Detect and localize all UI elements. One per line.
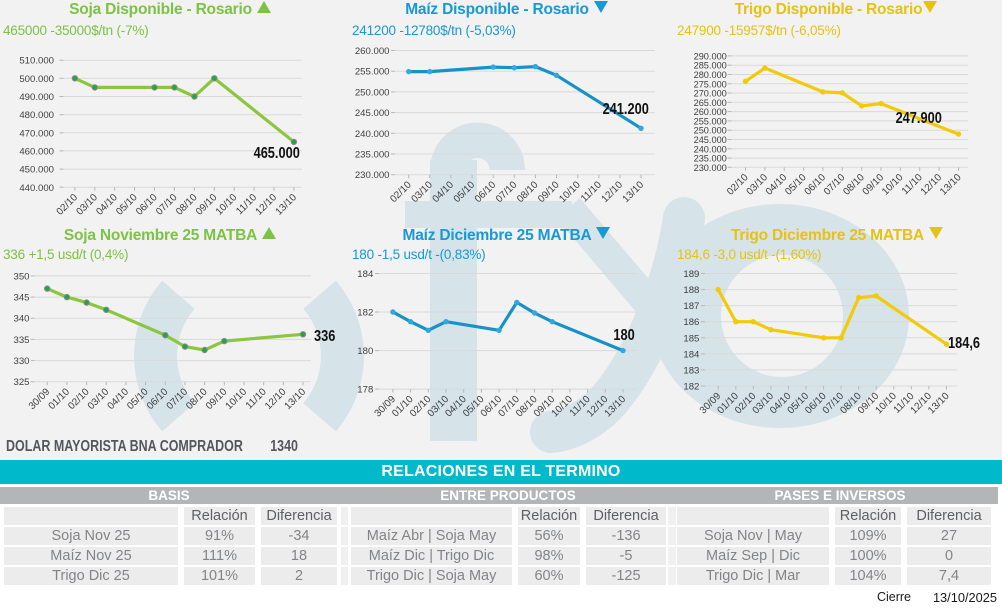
svg-text:08/10: 08/10 — [174, 192, 200, 218]
svg-text:04/10: 04/10 — [106, 386, 132, 412]
svg-text:250.000: 250.000 — [694, 126, 727, 136]
svg-text:09/10: 09/10 — [204, 386, 230, 412]
svg-text:270.000: 270.000 — [694, 89, 727, 99]
svg-text:180: 180 — [357, 346, 373, 357]
svg-text:182: 182 — [357, 308, 373, 319]
svg-text:03/10: 03/10 — [74, 192, 100, 218]
svg-text:10/10: 10/10 — [214, 192, 240, 218]
svg-text:240.000: 240.000 — [694, 144, 727, 154]
svg-text:255.000: 255.000 — [355, 67, 390, 78]
svg-text:490.000: 490.000 — [19, 92, 54, 103]
svg-text:450.000: 450.000 — [19, 165, 54, 176]
svg-text:460.000: 460.000 — [19, 146, 54, 157]
svg-text:510.000: 510.000 — [19, 56, 54, 67]
svg-text:12/10: 12/10 — [254, 192, 280, 218]
svg-text:440.000: 440.000 — [19, 183, 54, 194]
svg-text:02/10: 02/10 — [55, 192, 81, 218]
svg-text:255.000: 255.000 — [694, 116, 727, 126]
svg-text:290.000: 290.000 — [694, 51, 727, 61]
svg-text:13/10: 13/10 — [938, 172, 964, 198]
svg-text:04/10: 04/10 — [94, 192, 120, 218]
svg-text:06/10: 06/10 — [803, 172, 829, 198]
svg-text:10/10: 10/10 — [224, 386, 250, 412]
svg-text:187: 187 — [683, 301, 699, 312]
svg-text:01/10: 01/10 — [47, 386, 73, 412]
svg-text:05/10: 05/10 — [114, 192, 140, 218]
svg-text:09/10: 09/10 — [861, 172, 887, 198]
svg-text:250.000: 250.000 — [355, 87, 390, 98]
svg-text:186: 186 — [683, 317, 699, 328]
svg-text:325: 325 — [13, 377, 29, 388]
svg-text:182: 182 — [683, 382, 699, 393]
svg-text:184: 184 — [683, 349, 700, 360]
svg-text:10/10: 10/10 — [880, 172, 906, 198]
svg-text:185: 185 — [683, 333, 699, 344]
svg-text:260.000: 260.000 — [355, 46, 390, 57]
svg-text:09/10: 09/10 — [194, 192, 220, 218]
svg-text:245.000: 245.000 — [694, 135, 727, 145]
svg-text:03/10: 03/10 — [86, 386, 112, 412]
svg-text:02/10: 02/10 — [725, 172, 751, 198]
svg-text:13/10: 13/10 — [274, 192, 300, 218]
svg-text:235.000: 235.000 — [355, 150, 390, 161]
svg-text:350: 350 — [13, 271, 29, 282]
svg-text:245.000: 245.000 — [355, 108, 390, 119]
svg-text:340: 340 — [13, 314, 29, 325]
svg-text:184: 184 — [357, 269, 374, 280]
svg-text:280.000: 280.000 — [694, 70, 727, 80]
svg-text:470.000: 470.000 — [19, 128, 54, 139]
svg-text:260.000: 260.000 — [694, 107, 727, 117]
svg-text:235.000: 235.000 — [694, 154, 727, 164]
svg-text:13/10: 13/10 — [283, 386, 309, 412]
svg-text:285.000: 285.000 — [694, 61, 727, 71]
svg-text:30/09: 30/09 — [27, 386, 53, 412]
svg-text:230.000: 230.000 — [355, 170, 390, 181]
svg-text:08/10: 08/10 — [184, 386, 210, 412]
svg-text:330: 330 — [13, 356, 29, 367]
svg-text:265.000: 265.000 — [694, 98, 727, 108]
svg-text:04/10: 04/10 — [764, 172, 790, 198]
svg-text:335: 335 — [13, 335, 29, 346]
svg-text:189: 189 — [683, 269, 699, 280]
svg-text:12/10: 12/10 — [600, 179, 626, 205]
svg-text:188: 188 — [683, 285, 699, 296]
svg-text:275.000: 275.000 — [694, 79, 727, 89]
svg-text:240.000: 240.000 — [355, 129, 390, 140]
svg-text:06/10: 06/10 — [134, 192, 160, 218]
svg-text:345: 345 — [13, 293, 29, 304]
svg-text:07/10: 07/10 — [822, 172, 848, 198]
svg-text:13/10: 13/10 — [926, 391, 952, 417]
svg-text:07/10: 07/10 — [154, 192, 180, 218]
svg-text:480.000: 480.000 — [19, 110, 54, 121]
svg-text:12/10: 12/10 — [919, 172, 945, 198]
svg-text:230.000: 230.000 — [694, 163, 727, 173]
svg-text:13/10: 13/10 — [621, 179, 647, 205]
svg-text:12/10: 12/10 — [263, 386, 289, 412]
svg-text:02/10: 02/10 — [66, 386, 92, 412]
svg-text:183: 183 — [683, 365, 699, 376]
svg-text:500.000: 500.000 — [19, 74, 54, 85]
svg-text:11/10: 11/10 — [579, 179, 604, 204]
svg-text:178: 178 — [357, 385, 373, 396]
